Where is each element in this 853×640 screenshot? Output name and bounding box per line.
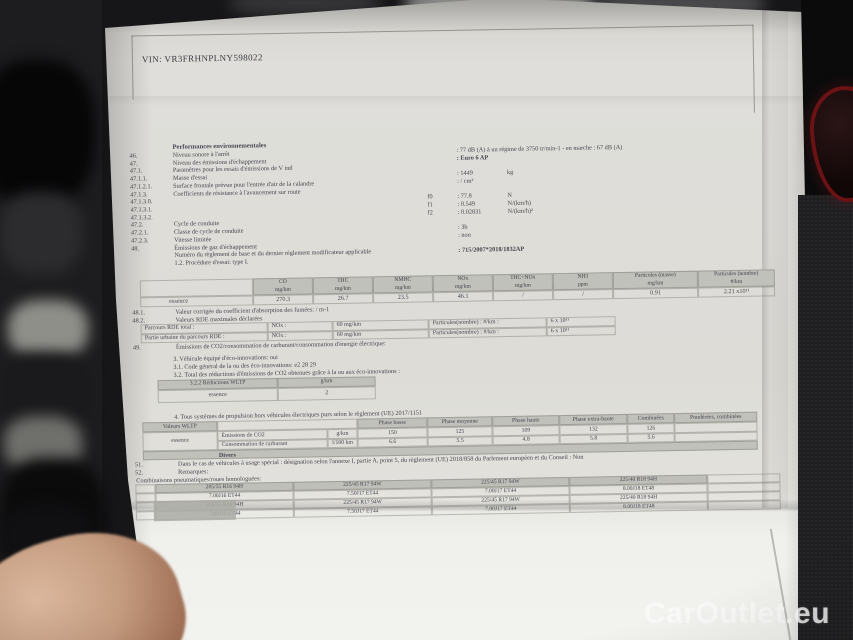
spec-value: : 77.8 <box>457 192 472 201</box>
seat-light-edge <box>8 300 88 358</box>
emissions-value-cell: / <box>493 290 554 302</box>
spec-label: 1.2. Procédure d'essai: type I. <box>174 258 249 267</box>
emissions-value-cell: 270.3 <box>253 294 314 306</box>
spec-label: Cycle de conduite <box>173 220 220 229</box>
spec-value: : 0.549 <box>457 200 476 208</box>
divers-title: Divers <box>218 451 237 459</box>
tyre-cell: 7.50J17 ET44 <box>293 506 432 518</box>
emissions-header-cell: THC mg/km <box>312 276 374 295</box>
spec-number: 47.1.2.1. <box>130 183 153 191</box>
rde-cell: 6 x 10¹¹ <box>546 325 616 337</box>
vin-text: VIN: VR3FRHNPLNY598022 <box>141 52 263 65</box>
spec-unit: kg <box>506 169 514 177</box>
paper-sheet: VIN: VR3FRHNPLNY598022 Performances envi… <box>105 0 817 640</box>
eco-row-value: 2 <box>277 385 376 401</box>
emissions-value-cell: 46.1 <box>433 291 494 303</box>
wltp-cell: g/km <box>327 428 358 440</box>
emissions-header-cell: CO mg/km <box>252 277 314 296</box>
eco-reduction-table: 3.2.2 Réductions WLTP g/km essence 2 <box>157 376 376 403</box>
rde-cell: 60 mg/km <box>332 328 429 341</box>
spec-value: : Euro 6 AP <box>456 154 489 162</box>
spec-number: 46. <box>129 152 138 160</box>
page-border-top <box>131 24 754 37</box>
emissions-header-cell: NOx mg/km <box>432 274 494 293</box>
spec-number: 47.2. <box>130 221 144 230</box>
page-border-left <box>131 35 134 100</box>
rde-cell: NOx : <box>267 330 333 342</box>
row-number: 49. <box>132 344 141 352</box>
spec-number: 47.2.3. <box>131 237 149 245</box>
wltp-cell: essence <box>142 431 218 452</box>
spec-number: 47.1. <box>129 167 143 176</box>
spec-number: 48. <box>131 245 140 253</box>
spec-coefficient: f1 <box>427 201 433 209</box>
row-label: Remarques: <box>178 468 209 476</box>
pollutant-unit: mg/km <box>514 282 531 289</box>
spec-label: Vitesse limitée <box>174 236 212 244</box>
emissions-table: CO mg/km THC mg/km NMHC mg/km NOx mg/km THC+NOx m… <box>139 269 776 308</box>
row-number: 51. <box>134 461 143 469</box>
emissions-header-cell: Particules (masse) mg/km <box>612 270 698 290</box>
emissions-header-cell: NMHC mg/km <box>372 275 434 294</box>
spec-number: 47. <box>129 160 138 168</box>
pollutant-unit: mg/km <box>647 279 664 287</box>
spec-coefficient: f0 <box>427 193 433 201</box>
emissions-value-cell: 0.91 <box>613 287 699 300</box>
emissions-header-cell: THC+NOx mg/km <box>492 273 554 292</box>
spec-number: 47.1.3. <box>130 190 148 199</box>
pollutant-unit: mg/km <box>454 283 471 290</box>
emissions-value-cell: 26.7 <box>313 293 374 305</box>
tyre-cell: 8.00J18 ET48 <box>569 501 708 513</box>
rde-cell: Particules(nombre) : #/km : <box>428 326 547 339</box>
spec-value: : non <box>457 231 471 239</box>
row-number: 52. <box>135 469 144 477</box>
spec-coefficient: f2 <box>427 209 433 217</box>
pollutant-unit: mg/km <box>274 286 291 293</box>
tyre-cell: 7.00J17 ET44 <box>431 503 570 516</box>
emissions-header-blank <box>139 278 254 298</box>
spec-number: 47.1.3.1. <box>130 206 153 214</box>
watermark-text: CarOutlet.eu <box>644 597 831 630</box>
emissions-value-cell: / <box>553 289 614 301</box>
pollutant-unit: ppm <box>577 281 588 288</box>
spec-number: 47.1.3.2. <box>130 213 153 222</box>
pollutant-unit: mg/km <box>334 285 351 292</box>
spec-unit: N/(km/h)² <box>507 207 534 215</box>
seat-dark-patch <box>0 60 95 205</box>
tyre-cell-empty <box>707 500 781 511</box>
leather-texture <box>798 195 853 640</box>
tyre-row-label <box>135 493 156 503</box>
spec-value: : 3b <box>457 223 468 232</box>
tyre-row-label <box>135 484 156 494</box>
spec-value: : 0.02831 <box>457 208 482 216</box>
row-number: 48.1. <box>132 309 146 317</box>
spec-unit: N <box>507 192 512 200</box>
greyed-cell <box>153 499 236 522</box>
pollutant-unit: #/km <box>730 278 743 285</box>
row-label: Valeur corrigée du coefficient d'absorpt… <box>175 306 330 316</box>
spec-unit: N/(km/h) <box>507 199 531 208</box>
seat-mid-patch <box>0 192 82 274</box>
emissions-value-cell: 2.21 x10¹¹ <box>697 286 776 298</box>
spec-number: 47.1.3.0. <box>130 198 153 206</box>
spec-number: 47.1.1. <box>129 175 148 183</box>
fuel-type-cell: essence <box>140 295 254 308</box>
eco-row-label: essence <box>157 387 278 403</box>
emissions-header-cell: Particules (nombre) #/km <box>697 269 775 288</box>
pollutant-unit: mg/km <box>394 284 411 291</box>
emissions-value-cell: 23.5 <box>373 292 434 304</box>
spec-value: : 1449 <box>456 169 473 178</box>
page-border-right <box>752 24 755 113</box>
emissions-header-cell: NH3 ppm <box>552 272 614 291</box>
spec-value: : / cm² <box>457 177 474 185</box>
spec-label: Masse d'essai <box>172 174 208 182</box>
spec-number: 47.2.1. <box>130 229 149 237</box>
document-content: VIN: VR3FRHNPLNY598022 Performances envi… <box>105 0 817 640</box>
